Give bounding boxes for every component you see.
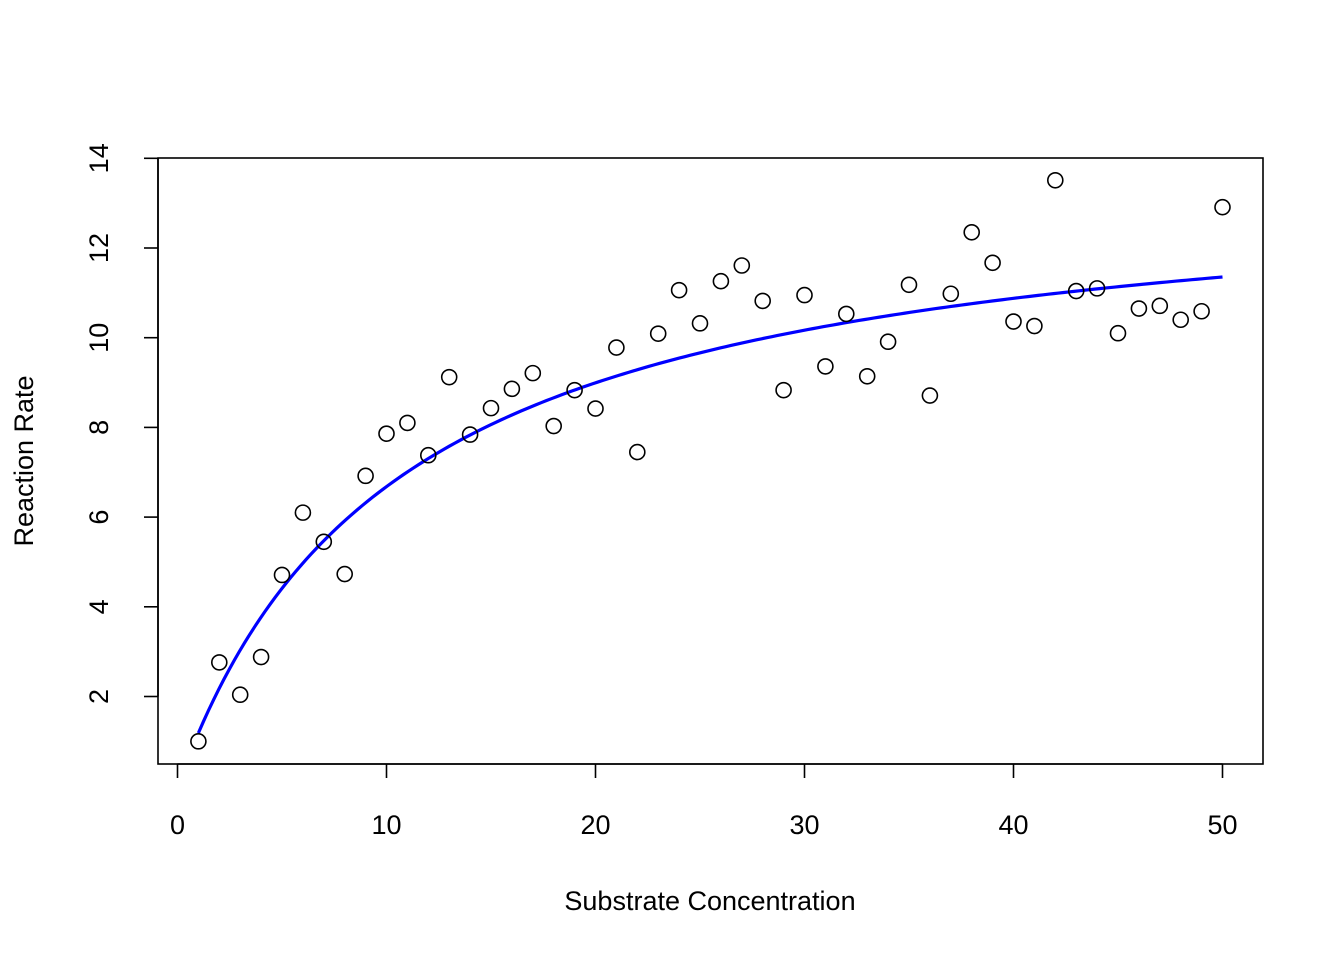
data-point (1172, 311, 1189, 329)
data-points-layer (190, 171, 1231, 750)
data-point (796, 286, 813, 304)
data-point (315, 533, 333, 551)
data-point (733, 257, 751, 274)
data-point (273, 566, 291, 584)
data-point (1193, 302, 1210, 320)
data-point (399, 414, 416, 432)
y-axis: 2 4 6 8 10 12 14 (84, 143, 159, 704)
data-point (900, 276, 918, 294)
data-point (357, 467, 374, 485)
y-tick-label: 12 (84, 233, 114, 263)
x-tick-label: 50 (1207, 810, 1237, 840)
data-point (231, 686, 249, 704)
data-point (608, 339, 625, 356)
y-tick-label: 8 (84, 420, 114, 435)
data-point (545, 417, 563, 435)
data-point (1109, 324, 1127, 342)
data-point (440, 368, 458, 386)
data-point (649, 325, 667, 342)
data-point (587, 400, 604, 417)
y-axis-title: Reaction Rate (9, 375, 39, 546)
data-point (336, 565, 354, 583)
data-point (1067, 282, 1085, 300)
fit-curve (196, 275, 1223, 734)
y-tick-label: 6 (84, 510, 114, 525)
x-tick-label: 40 (998, 810, 1028, 840)
data-point (670, 281, 688, 299)
data-point (190, 733, 207, 750)
data-point (566, 381, 583, 399)
data-point (294, 504, 312, 521)
data-point (921, 387, 939, 404)
data-point (879, 333, 897, 351)
data-point (1130, 300, 1148, 317)
data-point (524, 364, 542, 382)
data-point (628, 443, 646, 461)
data-point (1005, 313, 1022, 330)
fit-curve-layer (196, 275, 1223, 734)
y-tick-label: 4 (84, 599, 114, 614)
y-tick-label: 10 (84, 323, 114, 353)
data-point (1214, 198, 1231, 216)
x-tick-label: 10 (371, 810, 401, 840)
data-point (503, 380, 521, 398)
data-point (754, 292, 772, 310)
x-tick-label: 20 (580, 810, 610, 840)
x-tick-label: 0 (170, 810, 185, 840)
y-tick-label: 2 (84, 689, 114, 704)
x-tick-label: 30 (789, 810, 819, 840)
data-point (252, 648, 270, 666)
data-point (775, 381, 792, 399)
x-axis: 0 10 20 30 40 50 (170, 763, 1238, 840)
data-point (1026, 317, 1043, 335)
data-point (712, 272, 730, 290)
data-point (1151, 297, 1169, 315)
data-point (858, 367, 876, 385)
data-point (691, 315, 709, 332)
data-point (817, 358, 834, 375)
data-point (419, 446, 437, 464)
data-point (942, 285, 960, 303)
data-point (837, 305, 855, 323)
plot-frame (157, 157, 1264, 765)
data-point (963, 224, 981, 241)
data-point (211, 654, 228, 671)
data-point (482, 399, 500, 417)
data-point (461, 426, 479, 443)
data-point (1047, 171, 1064, 189)
data-point (1088, 280, 1106, 297)
y-tick-label: 14 (84, 143, 114, 173)
data-point (984, 254, 1001, 272)
x-axis-title: Substrate Concentration (564, 886, 855, 916)
data-point (378, 425, 395, 442)
